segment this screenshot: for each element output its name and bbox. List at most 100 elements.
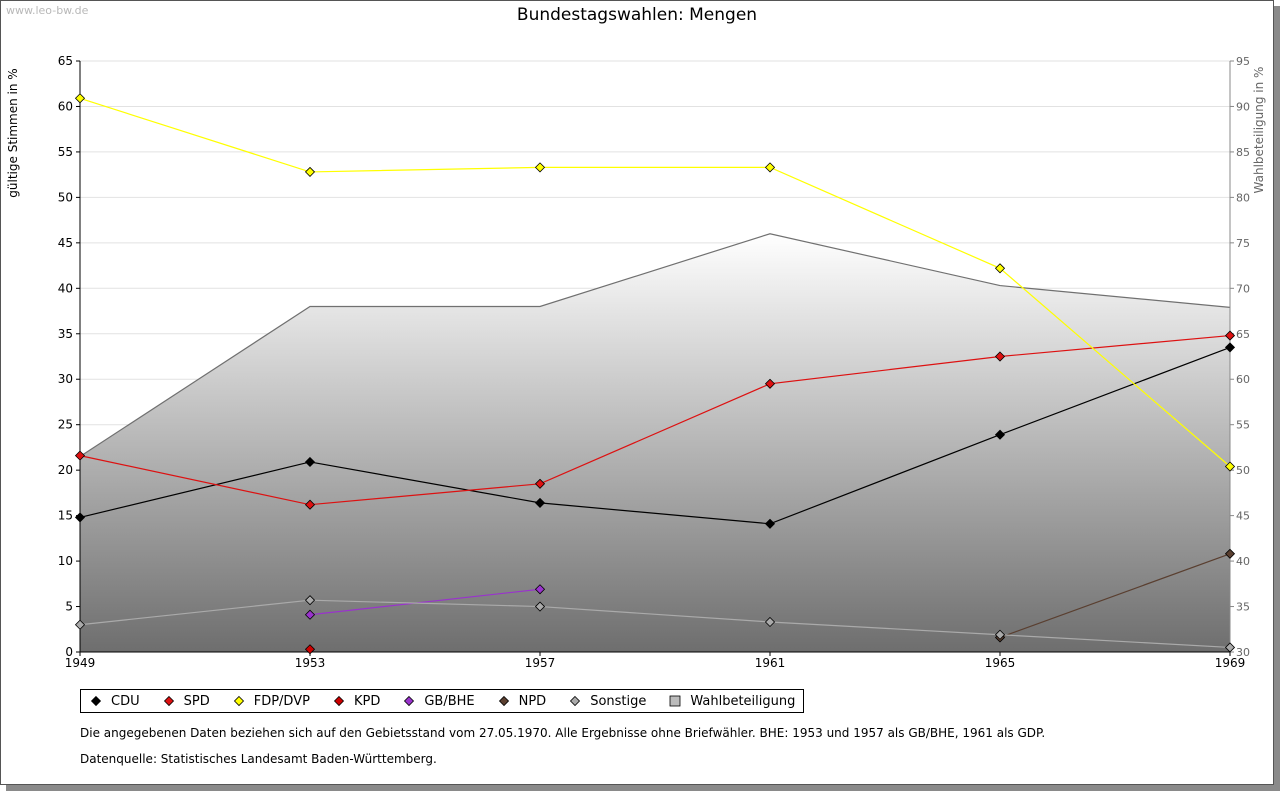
x-tick-label: 1965 [985, 656, 1016, 670]
y-tick-label-left: 50 [58, 190, 73, 204]
x-tick-label: 1949 [65, 656, 96, 670]
legend-marker-kpd [333, 695, 345, 707]
series-line-sonstige [79, 599, 1231, 649]
y-axis-label-right: Wahlbeteiligung in % [1252, 67, 1266, 194]
y-tick-label-left: 10 [58, 554, 73, 568]
legend: CDU SPD FDP/DVP KPD GB/BHE NPD Sonstige Wahlbet… [80, 689, 805, 713]
data-point-fdp-dvp [994, 263, 1006, 274]
series-sonstige [74, 595, 1236, 653]
legend-marker-sonstige [570, 695, 581, 707]
y-tick-label-right: 50 [1236, 464, 1250, 477]
y-tick-label-left: 45 [58, 236, 73, 250]
turnout-area-layer [79, 233, 1231, 652]
legend-marker-wahlbeteiligung [669, 695, 681, 707]
legend-label: GB/BHE [424, 693, 475, 709]
y-tick-label-left: 5 [65, 600, 73, 614]
y-tick-label-left: 40 [58, 281, 73, 295]
data-point-sonstige [764, 616, 776, 628]
legend-label: FDP/DVP [253, 693, 310, 709]
data-point-spd [304, 499, 316, 510]
series-cdu [74, 342, 1236, 529]
y-tick-label-left: 65 [58, 54, 73, 68]
y-tick-label-right: 80 [1236, 191, 1250, 204]
series-line-npd [999, 553, 1231, 639]
axes: 0 5 10 15 20 25 30 35 40 45 50 55 60 65 30 35 40 45 50 55 60… [58, 54, 1250, 670]
data-point-cdu [534, 497, 546, 508]
legend-swatch-cdu [90, 695, 102, 707]
legend-swatch-wahlbeteiligung [669, 695, 681, 707]
legend-item-kpd: KPD [332, 694, 380, 709]
data-point-fdp-dvp [304, 166, 316, 177]
data-point-sonstige [74, 619, 86, 630]
legend-swatch-gb-bhe [404, 695, 415, 707]
series-gb-bhe [304, 584, 546, 620]
y-tick-label-right: 30 [1236, 646, 1250, 659]
turnout-area [80, 233, 1230, 652]
y-tick-label-left: 55 [58, 145, 73, 159]
legend-item-cdu: CDU [89, 694, 140, 709]
legend-marker-fdp-dvp [233, 695, 244, 707]
y-tick-label-right: 90 [1236, 100, 1250, 113]
data-point-cdu [74, 512, 86, 523]
x-tick-label: 1957 [525, 656, 556, 670]
data-point-cdu [304, 456, 316, 468]
data-point-sonstige [1224, 642, 1236, 653]
data-point-spd [764, 378, 776, 389]
legend-item-fdp-dvp: FDP/DVP [232, 694, 310, 709]
data-point-sonstige [534, 601, 546, 612]
y-tick-label-left: 60 [58, 99, 73, 113]
data-point-cdu [994, 429, 1006, 440]
series-line-spd [79, 334, 1231, 506]
data-point-spd [534, 478, 546, 489]
series-spd [74, 330, 1236, 510]
series-npd [994, 548, 1236, 643]
data-point-spd [994, 351, 1006, 362]
legend-marker-spd [163, 695, 174, 707]
legend-swatch-sonstige [570, 695, 581, 707]
y-tick-label-left: 25 [58, 418, 73, 432]
y-tick-label-right: 40 [1236, 555, 1250, 568]
legend-label: NPD [518, 693, 547, 709]
frame-shadow [1274, 6, 1280, 791]
y-tick-label-right: 95 [1236, 55, 1250, 68]
x-tick-label: 1961 [755, 656, 786, 670]
legend-label: SPD [183, 693, 210, 709]
data-point-spd [1224, 330, 1236, 341]
legend-marker-npd [498, 695, 509, 707]
legend-item-npd: NPD [497, 693, 547, 709]
chart-title: Bundestagswahlen: Mengen [517, 5, 757, 25]
legend-swatch-fdp-dvp [233, 695, 244, 707]
series-kpd [304, 644, 316, 655]
legend-item-wahlbeteiligung: Wahlbeteiligung [668, 694, 795, 709]
data-point-fdp-dvp [764, 162, 776, 173]
data-point-spd [74, 450, 86, 461]
x-tick-label: 1969 [1215, 656, 1246, 670]
legend-label: Wahlbeteiligung [690, 693, 796, 709]
legend-item-spd: SPD [162, 694, 210, 709]
data-point-kpd [304, 644, 316, 655]
data-point-npd [1224, 548, 1236, 559]
turnout-outline [79, 233, 1231, 458]
y-tick-label-right: 45 [1236, 510, 1250, 523]
y-tick-label-right: 75 [1236, 237, 1250, 250]
legend-label: Sonstige [590, 693, 647, 709]
watermark: www.leo-bw.de [6, 4, 89, 17]
legend-label: CDU [111, 693, 140, 709]
data-point-cdu [764, 518, 776, 529]
y-tick-label-left: 20 [58, 463, 73, 477]
y-axis-label-left: gültige Stimmen in % [6, 68, 20, 197]
y-tick-label-left: 35 [58, 327, 73, 341]
data-point-fdp-dvp [534, 162, 546, 173]
x-tick-label: 1953 [295, 656, 326, 670]
data-point-fdp-dvp [74, 93, 86, 104]
legend-swatch-npd [498, 695, 509, 707]
legend-marker-gb-bhe [404, 695, 415, 707]
series-fdp-dvp [74, 93, 1236, 472]
data-point-gb-bhe [304, 609, 316, 620]
legend-item-sonstige: Sonstige [568, 694, 646, 709]
series-line-fdp-dvp [79, 97, 1231, 467]
y-tick-label-right: 55 [1236, 419, 1250, 432]
y-tick-label-right: 85 [1236, 146, 1250, 159]
y-tick-label-right: 35 [1236, 601, 1250, 614]
legend-item-gb-bhe: GB/BHE [402, 693, 475, 709]
